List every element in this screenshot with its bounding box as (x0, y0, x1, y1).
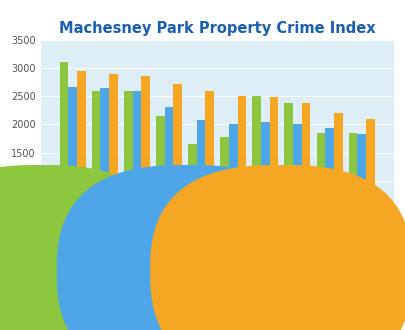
Title: Machesney Park Property Crime Index: Machesney Park Property Crime Index (59, 21, 375, 36)
Bar (284, 103, 292, 238)
Bar (196, 120, 205, 238)
Text: © 2025 CityRating.com - https://www.cityrating.com/crime-statistics/: © 2025 CityRating.com - https://www.city… (46, 318, 359, 327)
Bar (220, 137, 228, 238)
Bar (348, 133, 356, 238)
Bar (132, 90, 141, 238)
Bar (316, 133, 324, 238)
Bar (365, 119, 374, 238)
Text: National: National (296, 266, 352, 279)
Bar (173, 84, 181, 238)
Bar (269, 97, 278, 238)
Bar (356, 134, 365, 238)
Bar (60, 62, 68, 238)
Bar (100, 88, 109, 238)
Bar (228, 124, 237, 238)
Bar (324, 128, 333, 238)
Bar (188, 144, 196, 238)
Bar (292, 124, 301, 238)
Bar (109, 74, 117, 238)
Bar (333, 113, 342, 238)
Bar (156, 116, 164, 238)
Bar (92, 90, 100, 238)
Bar (141, 76, 149, 238)
Bar (77, 71, 85, 238)
Bar (164, 108, 173, 238)
Bar (237, 96, 246, 238)
Bar (68, 86, 77, 238)
Bar (301, 103, 310, 238)
Text: Machesney Park: Machesney Park (57, 266, 164, 279)
Text: Crime Index corresponds to incidents per 100,000 inhabitants: Crime Index corresponds to incidents per… (41, 297, 364, 307)
Bar (252, 96, 260, 238)
Bar (205, 90, 213, 238)
Bar (260, 122, 269, 238)
Bar (124, 90, 132, 238)
Text: Illinois: Illinois (202, 266, 246, 279)
